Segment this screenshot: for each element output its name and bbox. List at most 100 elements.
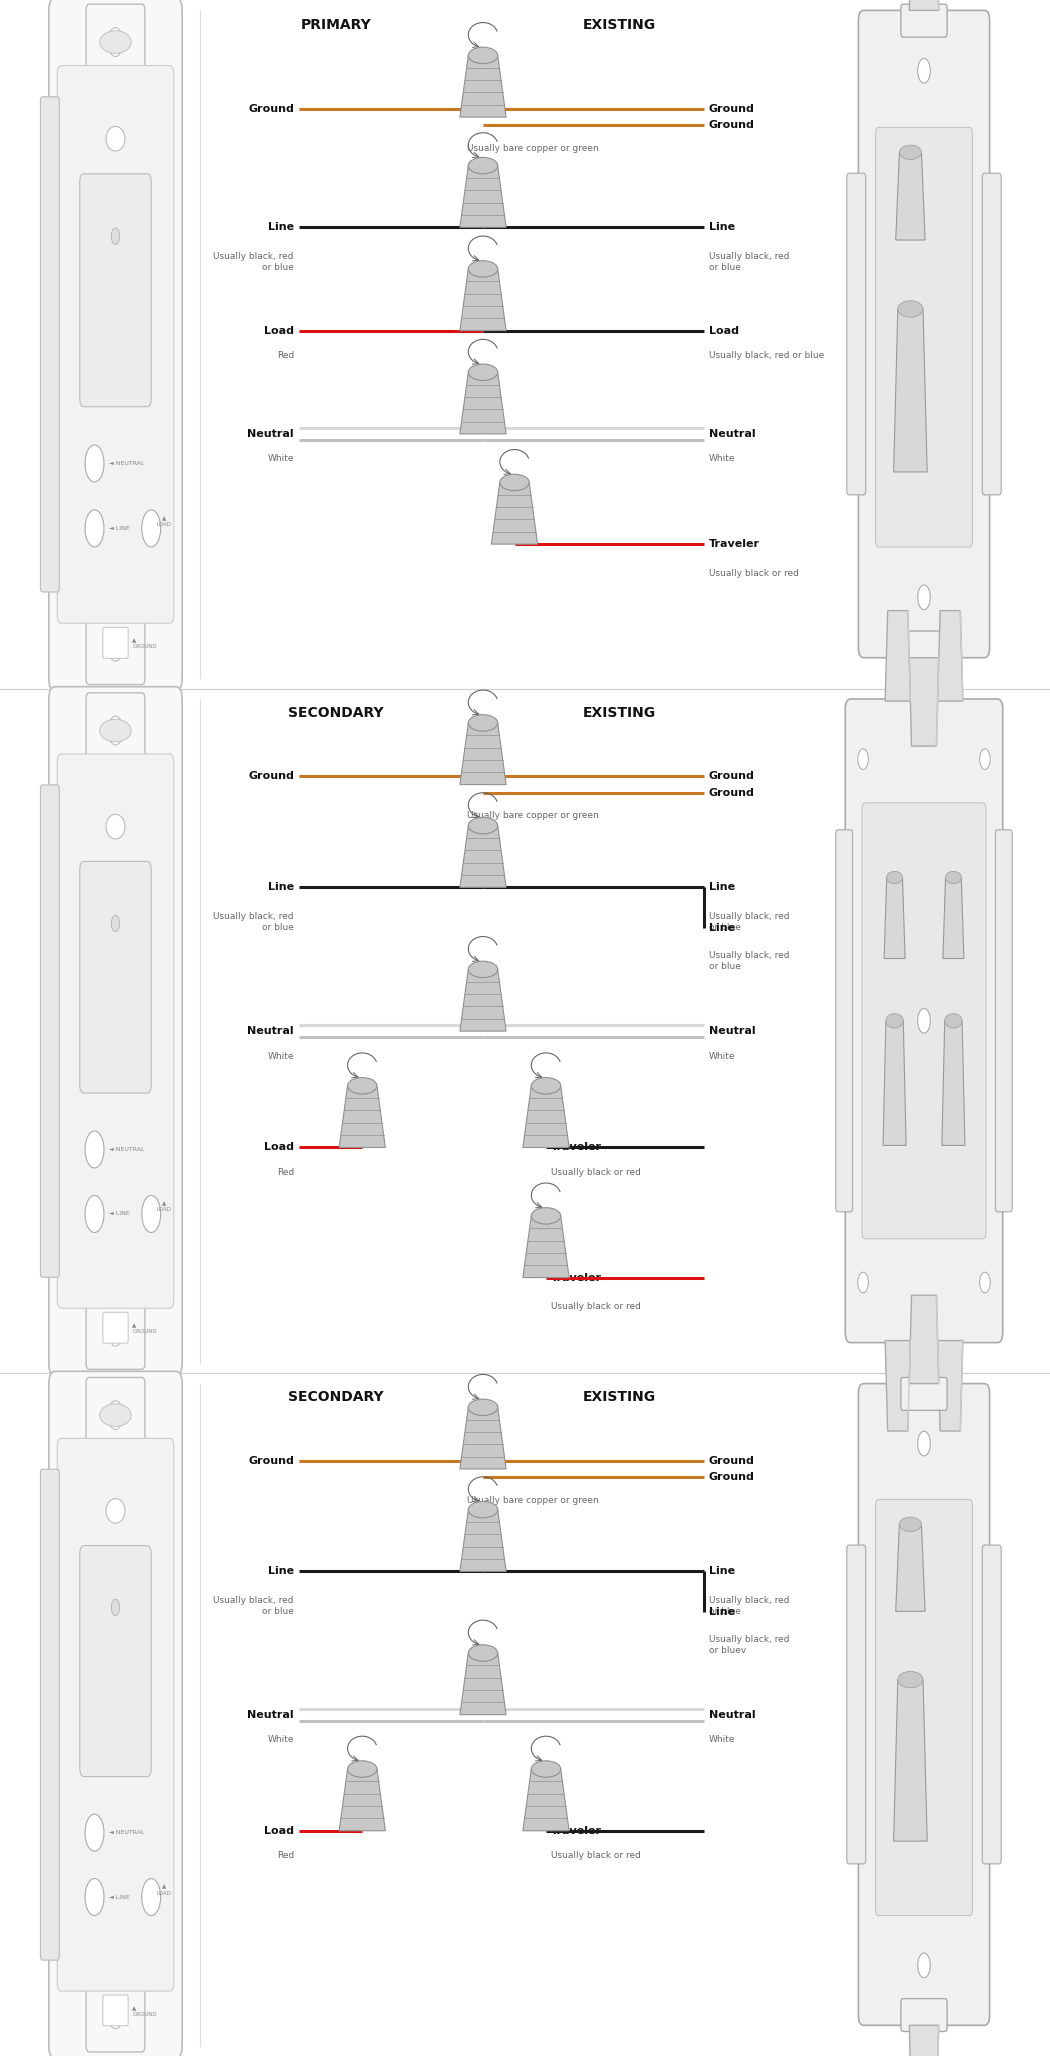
FancyBboxPatch shape xyxy=(845,699,1003,1343)
Ellipse shape xyxy=(468,818,498,835)
Polygon shape xyxy=(909,658,939,746)
Text: Line: Line xyxy=(709,1608,735,1618)
Polygon shape xyxy=(909,2025,939,2056)
Text: White: White xyxy=(709,1051,735,1061)
Polygon shape xyxy=(523,1086,569,1147)
Circle shape xyxy=(85,1813,104,1850)
Circle shape xyxy=(108,2000,123,2029)
Text: SECONDARY: SECONDARY xyxy=(288,1390,384,1404)
Polygon shape xyxy=(460,56,506,117)
FancyBboxPatch shape xyxy=(80,861,151,1094)
Text: Line: Line xyxy=(709,882,735,892)
Text: Neutral: Neutral xyxy=(248,430,294,438)
Polygon shape xyxy=(894,308,927,473)
Polygon shape xyxy=(523,1768,569,1830)
Polygon shape xyxy=(896,152,925,241)
Polygon shape xyxy=(460,724,506,785)
Text: ◄ NEUTRAL: ◄ NEUTRAL xyxy=(109,461,145,467)
Polygon shape xyxy=(894,1680,927,1840)
Circle shape xyxy=(858,748,868,769)
Ellipse shape xyxy=(468,158,498,175)
Text: ▲
GROUND: ▲ GROUND xyxy=(132,1324,156,1334)
Text: Line: Line xyxy=(268,1567,294,1577)
FancyBboxPatch shape xyxy=(48,687,183,1375)
Text: Traveler: Traveler xyxy=(709,539,760,549)
Text: Ground: Ground xyxy=(709,787,755,798)
Text: ▲
LOAD: ▲ LOAD xyxy=(156,1885,171,1896)
Text: Ground: Ground xyxy=(248,1456,294,1466)
FancyBboxPatch shape xyxy=(901,631,947,664)
Text: Neutral: Neutral xyxy=(709,1711,755,1719)
Ellipse shape xyxy=(945,1014,962,1028)
Ellipse shape xyxy=(898,300,923,317)
Text: Load: Load xyxy=(264,1143,294,1153)
Circle shape xyxy=(108,1400,123,1429)
Circle shape xyxy=(111,1600,120,1616)
FancyBboxPatch shape xyxy=(859,10,989,658)
Ellipse shape xyxy=(100,31,131,53)
Text: Ground: Ground xyxy=(709,771,755,781)
Text: ▲
LOAD: ▲ LOAD xyxy=(156,516,171,526)
FancyBboxPatch shape xyxy=(57,1439,174,1990)
Ellipse shape xyxy=(900,146,922,160)
Text: Usually black, red
or blue: Usually black, red or blue xyxy=(709,913,790,931)
Circle shape xyxy=(111,915,120,931)
Text: Usually black, red
or blue: Usually black, red or blue xyxy=(213,1595,294,1616)
FancyBboxPatch shape xyxy=(86,609,145,685)
FancyBboxPatch shape xyxy=(86,1378,145,1454)
Ellipse shape xyxy=(898,1672,923,1688)
Text: White: White xyxy=(268,1735,294,1743)
Polygon shape xyxy=(460,968,506,1030)
Ellipse shape xyxy=(531,1077,561,1094)
Text: Line: Line xyxy=(268,882,294,892)
Ellipse shape xyxy=(468,364,498,380)
Polygon shape xyxy=(460,1406,506,1468)
Text: Usually black, red
or blue: Usually black, red or blue xyxy=(709,1595,790,1616)
Text: Usually black or red: Usually black or red xyxy=(709,570,799,578)
Polygon shape xyxy=(885,611,910,701)
Ellipse shape xyxy=(468,715,498,732)
FancyBboxPatch shape xyxy=(901,1998,947,2031)
Text: Traveler: Traveler xyxy=(551,1143,603,1153)
Circle shape xyxy=(108,1318,123,1347)
Text: ◄ LINE: ◄ LINE xyxy=(109,526,130,530)
Text: White: White xyxy=(709,1735,735,1743)
Circle shape xyxy=(918,586,930,611)
FancyBboxPatch shape xyxy=(80,175,151,407)
Circle shape xyxy=(85,1879,104,1916)
Polygon shape xyxy=(339,1086,385,1147)
Polygon shape xyxy=(460,372,506,434)
Polygon shape xyxy=(884,878,905,958)
Text: Usually black, red
or bluev: Usually black, red or bluev xyxy=(709,1635,790,1655)
Ellipse shape xyxy=(468,261,498,278)
FancyBboxPatch shape xyxy=(846,173,865,495)
Ellipse shape xyxy=(900,1517,922,1532)
Polygon shape xyxy=(460,1509,506,1571)
FancyBboxPatch shape xyxy=(86,4,145,80)
Text: Load: Load xyxy=(709,325,739,335)
Polygon shape xyxy=(460,269,506,331)
Ellipse shape xyxy=(886,872,903,884)
Text: Usually bare copper or green: Usually bare copper or green xyxy=(467,144,598,152)
Circle shape xyxy=(108,633,123,662)
Text: Usually black or red: Usually black or red xyxy=(551,1168,642,1176)
Ellipse shape xyxy=(468,1645,498,1661)
Text: ▲
LOAD: ▲ LOAD xyxy=(156,1201,171,1213)
FancyBboxPatch shape xyxy=(86,1976,145,2052)
Text: EXISTING: EXISTING xyxy=(583,1390,656,1404)
Text: Line: Line xyxy=(709,923,735,933)
Text: White: White xyxy=(268,454,294,463)
Text: Usually bare copper or green: Usually bare copper or green xyxy=(467,812,598,820)
Polygon shape xyxy=(938,611,963,701)
FancyBboxPatch shape xyxy=(86,1293,145,1369)
Text: Traveler: Traveler xyxy=(551,1826,603,1836)
Text: Usually bare copper or green: Usually bare copper or green xyxy=(467,1495,598,1505)
Text: Ground: Ground xyxy=(709,105,755,113)
Text: PRIMARY: PRIMARY xyxy=(300,19,372,33)
FancyBboxPatch shape xyxy=(901,4,947,37)
Circle shape xyxy=(858,1273,868,1293)
Text: ◄ LINE: ◄ LINE xyxy=(109,1211,130,1217)
Ellipse shape xyxy=(531,1207,561,1223)
Polygon shape xyxy=(460,827,506,888)
Text: Neutral: Neutral xyxy=(709,430,755,438)
